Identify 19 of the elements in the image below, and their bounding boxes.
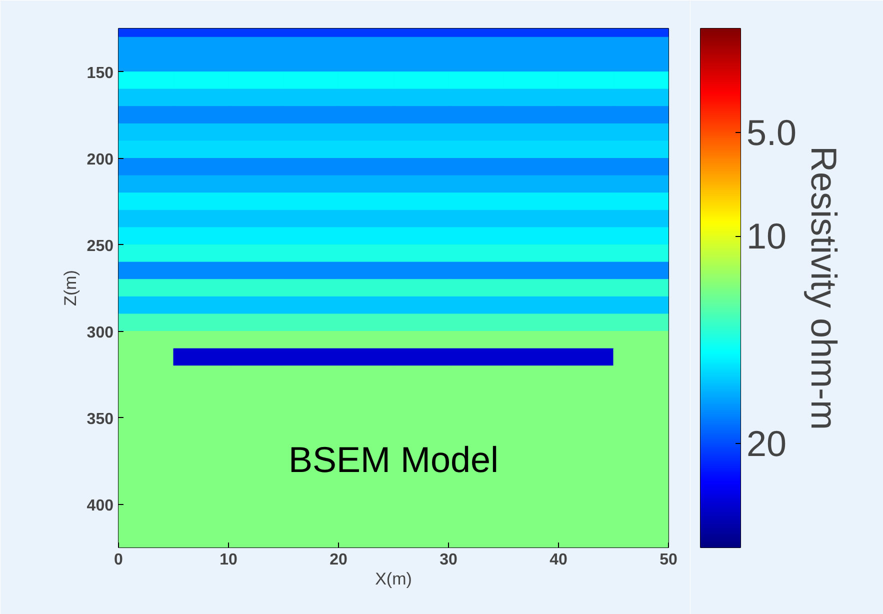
color-bar-label: 20 (746, 423, 787, 464)
x-tick-label: 10 (220, 552, 238, 568)
x-tick-label: 40 (550, 552, 568, 568)
y-tick-label: 350 (86, 410, 114, 428)
y-tick-label: 150 (86, 64, 114, 82)
x-tick-label: 30 (440, 552, 458, 568)
x-axis-title: X(m) (375, 570, 412, 588)
x-tick-label: 50 (660, 552, 678, 568)
y-tick-label: 200 (86, 151, 114, 168)
color-bar-label: 10 (746, 216, 787, 257)
y-tick-label: 250 (86, 238, 114, 255)
x-tick-label: 0 (114, 552, 124, 568)
color-bar-title: Resistivity ohm-m (804, 146, 845, 430)
color-bar-label: 5.0 (746, 112, 797, 153)
y-tick-label: 300 (86, 324, 114, 342)
annotation: BSEM Model (288, 438, 499, 480)
y-axis-title: Z(m) (60, 270, 80, 306)
y-tick-label: 400 (86, 497, 114, 514)
x-tick-label: 20 (330, 552, 348, 568)
